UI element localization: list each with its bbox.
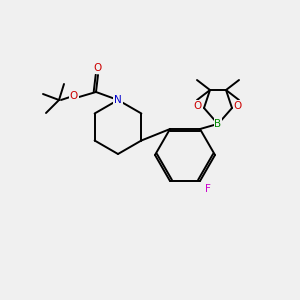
Text: O: O xyxy=(70,91,78,101)
Text: B: B xyxy=(214,119,222,129)
Text: O: O xyxy=(94,63,102,73)
Text: F: F xyxy=(205,184,211,194)
Text: O: O xyxy=(234,101,242,111)
Text: O: O xyxy=(194,101,202,111)
Text: N: N xyxy=(114,95,122,105)
